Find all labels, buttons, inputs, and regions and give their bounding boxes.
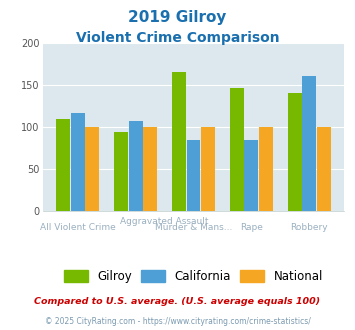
Text: Violent Crime Comparison: Violent Crime Comparison: [76, 31, 279, 45]
Bar: [56, 118, 70, 211]
Bar: [288, 93, 302, 211]
Bar: [259, 127, 273, 211]
Text: 2019 Gilroy: 2019 Gilroy: [128, 10, 227, 25]
Bar: [201, 127, 215, 211]
Bar: [230, 88, 244, 211]
Bar: [71, 113, 85, 211]
Text: Compared to U.S. average. (U.S. average equals 100): Compared to U.S. average. (U.S. average …: [34, 297, 321, 306]
Text: Robbery: Robbery: [290, 223, 328, 232]
Bar: [85, 127, 99, 211]
Bar: [114, 132, 128, 211]
Bar: [186, 140, 201, 211]
Text: Murder & Mans...: Murder & Mans...: [155, 223, 232, 232]
Text: © 2025 CityRating.com - https://www.cityrating.com/crime-statistics/: © 2025 CityRating.com - https://www.city…: [45, 317, 310, 326]
Text: Rape: Rape: [240, 223, 263, 232]
Legend: Gilroy, California, National: Gilroy, California, National: [61, 266, 326, 286]
Bar: [172, 72, 186, 211]
Text: Aggravated Assault: Aggravated Assault: [120, 217, 209, 226]
Bar: [302, 76, 316, 211]
Bar: [244, 140, 258, 211]
Text: All Violent Crime: All Violent Crime: [40, 223, 116, 232]
Bar: [129, 121, 143, 211]
Bar: [143, 127, 157, 211]
Bar: [317, 127, 331, 211]
